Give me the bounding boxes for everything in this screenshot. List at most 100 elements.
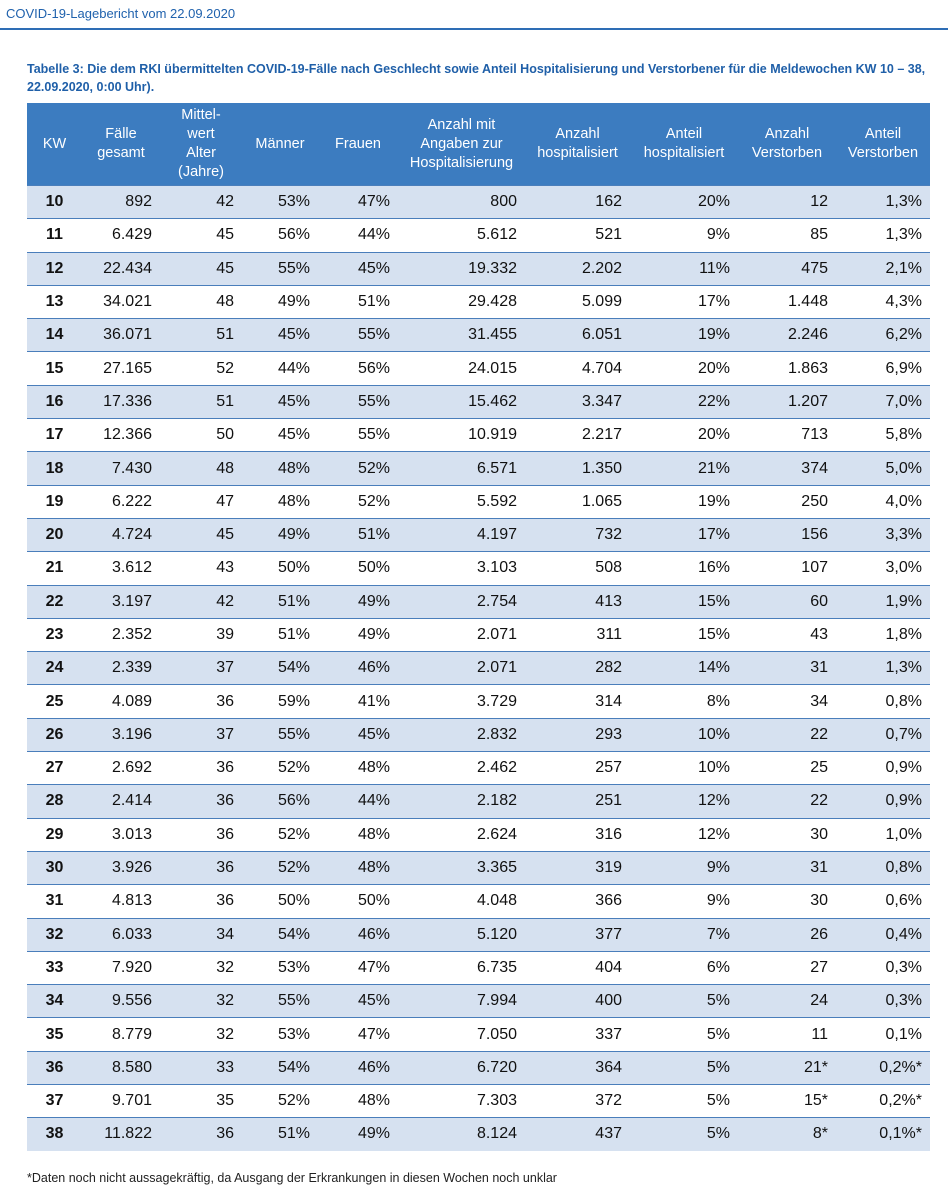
table-cell: 413	[525, 584, 630, 619]
table-cell: 45	[160, 517, 242, 552]
table-cell: 34	[160, 917, 242, 952]
table-cell: 53%	[242, 1017, 318, 1052]
table-cell: 3.103	[398, 551, 525, 586]
table-cell: 52%	[242, 1084, 318, 1118]
table-cell: 47	[160, 484, 242, 519]
table-cell: 2.692	[82, 751, 160, 785]
table-cell: 37	[160, 717, 242, 752]
table-cell: 48	[160, 284, 242, 319]
table-cell: 508	[525, 551, 630, 586]
table-cell: 36	[160, 850, 242, 885]
table-cell: 372	[525, 1084, 630, 1118]
table-row: 35 8.779 32 53% 47% 7.050 337 5% 11 0,1%	[27, 1017, 930, 1052]
table-cell: 8.580	[82, 1050, 160, 1085]
table-cell: 10.919	[398, 418, 525, 452]
table-cell: 48%	[242, 451, 318, 486]
table-cell: 27	[738, 950, 836, 985]
table-cell: 404	[525, 950, 630, 985]
footnote: *Daten noch nicht aussagekräftig, da Aus…	[27, 1171, 557, 1185]
table-cell: 19%	[630, 484, 738, 519]
table-cell: 3.612	[82, 551, 160, 586]
table-cell: 50	[160, 418, 242, 452]
table-cell: 4,3%	[836, 284, 930, 319]
table-cell: 38	[27, 1117, 82, 1151]
table-row: 32 6.033 34 54% 46% 5.120 377 7% 26 0,4%	[27, 917, 930, 952]
column-header: Mittel- wert Alter (Jahre)	[160, 103, 242, 186]
table-cell: 56%	[242, 218, 318, 253]
table-cell: 5.592	[398, 484, 525, 519]
table-cell: 314	[525, 684, 630, 719]
table-cell: 53%	[242, 950, 318, 985]
table-cell: 46%	[318, 917, 398, 952]
table-cell: 2.414	[82, 784, 160, 819]
table-cell: 5.612	[398, 218, 525, 253]
column-header: Anzahl mit Angaben zur Hospitalisierung	[398, 103, 525, 186]
table-cell: 33	[27, 950, 82, 985]
table-cell: 55%	[318, 384, 398, 419]
table-cell: 11.822	[82, 1117, 160, 1151]
table-cell: 0,9%	[836, 751, 930, 785]
table-cell: 5.120	[398, 917, 525, 952]
table-cell: 2.339	[82, 651, 160, 685]
table-cell: 3.365	[398, 850, 525, 885]
table-cell: 49%	[318, 617, 398, 652]
table-cell: 36.071	[82, 318, 160, 352]
table-cell: 33	[160, 1050, 242, 1085]
table-cell: 36	[160, 1117, 242, 1151]
table-cell: 42	[160, 584, 242, 619]
table-cell: 4.704	[525, 351, 630, 386]
table-cell: 0,7%	[836, 717, 930, 752]
table-cell: 26	[27, 717, 82, 752]
table-cell: 4.724	[82, 517, 160, 552]
table-cell: 51%	[242, 584, 318, 619]
table-cell: 32	[160, 984, 242, 1018]
table-cell: 6.222	[82, 484, 160, 519]
table-cell: 12	[27, 251, 82, 286]
table-cell: 364	[525, 1050, 630, 1085]
table-cell: 21	[27, 551, 82, 586]
table-cell: 43	[160, 551, 242, 586]
table-cell: 5%	[630, 984, 738, 1018]
table-cell: 34.021	[82, 284, 160, 319]
table-cell: 45%	[242, 384, 318, 419]
table-cell: 52%	[318, 484, 398, 519]
column-header: Anteil Verstorben	[836, 103, 930, 186]
table-cell: 15.462	[398, 384, 525, 419]
table-cell: 0,6%	[836, 884, 930, 919]
table-cell: 19.332	[398, 251, 525, 286]
table-cell: 1.863	[738, 351, 836, 386]
table-row: 37 9.701 35 52% 48% 7.303 372 5% 15* 0,2%*	[27, 1084, 930, 1118]
table-cell: 51%	[318, 284, 398, 319]
table-cell: 7%	[630, 917, 738, 952]
table-cell: 35	[160, 1084, 242, 1118]
table-cell: 56%	[318, 351, 398, 386]
table-row: 19 6.222 47 48% 52% 5.592 1.065 19% 250 4,0%	[27, 484, 930, 519]
table-cell: 293	[525, 717, 630, 752]
table-cell: 27	[27, 751, 82, 785]
table-cell: 437	[525, 1117, 630, 1151]
column-header: Frauen	[318, 103, 398, 186]
table-cell: 36	[160, 684, 242, 719]
table-cell: 51%	[242, 617, 318, 652]
table-cell: 24	[738, 984, 836, 1018]
table-cell: 311	[525, 617, 630, 652]
table-cell: 9%	[630, 218, 738, 253]
table-row: 11 6.429 45 56% 44% 5.612 521 9% 85 1,3%	[27, 218, 930, 253]
table-cell: 50%	[242, 884, 318, 919]
table-cell: 2.071	[398, 651, 525, 685]
table-cell: 17%	[630, 284, 738, 319]
table-cell: 0,9%	[836, 784, 930, 819]
table-cell: 5.099	[525, 284, 630, 319]
table-row: 36 8.580 33 54% 46% 6.720 364 5% 21* 0,2%*	[27, 1050, 930, 1085]
table-cell: 56%	[242, 784, 318, 819]
table-cell: 28	[27, 784, 82, 819]
table-cell: 48%	[242, 484, 318, 519]
table-cell: 11	[738, 1017, 836, 1052]
table-cell: 2,1%	[836, 251, 930, 286]
table-cell: 46%	[318, 651, 398, 685]
table-cell: 47%	[318, 1017, 398, 1052]
table-cell: 1,3%	[836, 218, 930, 253]
table-cell: 3.196	[82, 717, 160, 752]
table-cell: 2.462	[398, 751, 525, 785]
report-title: COVID-19-Lagebericht vom 22.09.2020	[6, 6, 236, 21]
